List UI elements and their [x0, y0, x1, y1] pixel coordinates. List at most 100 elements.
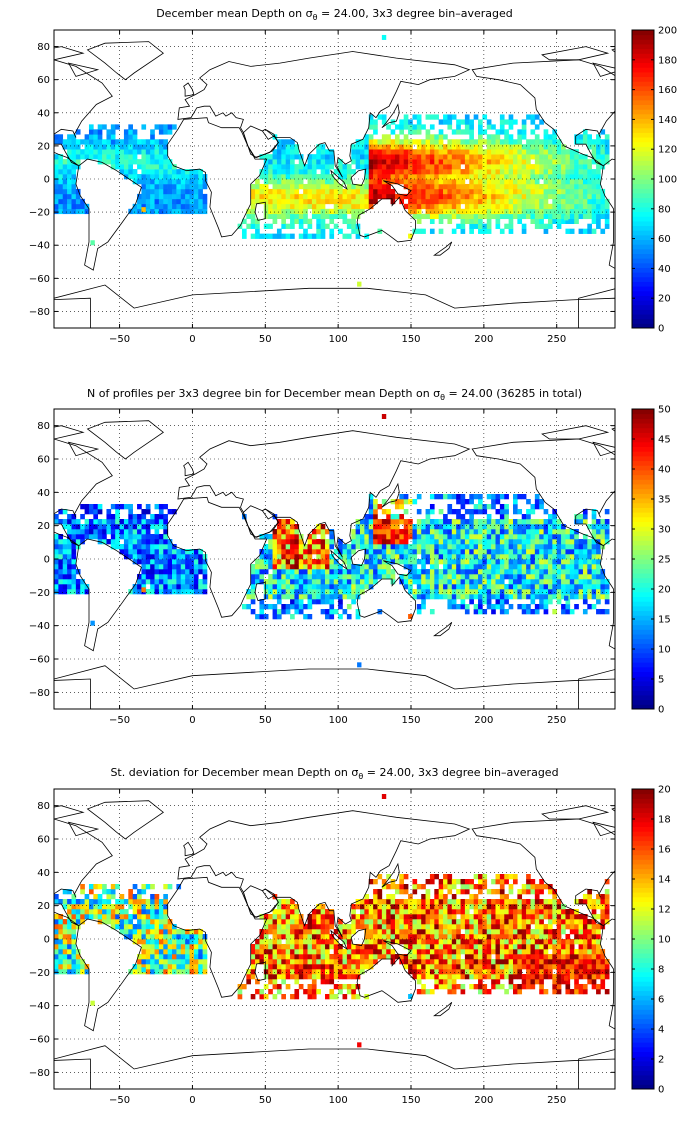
- heatmap-cell: [408, 164, 413, 170]
- heatmap-cell: [281, 144, 286, 150]
- heatmap-cell: [329, 529, 335, 535]
- heatmap-cell: [346, 208, 352, 215]
- heatmap-cell: [333, 939, 339, 945]
- heatmap-cell: [145, 203, 151, 210]
- heatmap-cell: [342, 179, 348, 185]
- heatmap-cell: [508, 589, 514, 595]
- heatmap-cell: [338, 989, 343, 995]
- heatmap-cell: [552, 549, 558, 555]
- heatmap-cell: [421, 188, 426, 195]
- colorbar-segment: [632, 225, 654, 231]
- heatmap-cell: [429, 569, 435, 575]
- heatmap-cell: [128, 144, 133, 150]
- heatmap-cell: [58, 899, 64, 905]
- heatmap-cell: [429, 494, 435, 500]
- heatmap-cell: [158, 959, 164, 965]
- heatmap-cell: [495, 149, 501, 155]
- heatmap-cell: [587, 223, 592, 229]
- heatmap-cell: [495, 193, 501, 200]
- heatmap-cell: [62, 904, 68, 910]
- heatmap-cell: [290, 604, 295, 610]
- heatmap-cell: [176, 559, 182, 565]
- heatmap-cell: [578, 514, 584, 520]
- heatmap-cell: [386, 169, 391, 175]
- heatmap-cell: [416, 569, 422, 575]
- heatmap-cell: [394, 139, 400, 145]
- heatmap-cell: [434, 534, 439, 540]
- heatmap-cell: [145, 939, 151, 945]
- heatmap-cell: [381, 544, 387, 550]
- heatmap-cell: [534, 499, 540, 505]
- heatmap-cell: [294, 203, 300, 210]
- heatmap-cell: [416, 974, 422, 980]
- heatmap-cell: [486, 134, 492, 140]
- heatmap-cell: [596, 594, 601, 600]
- heatmap-cell: [561, 609, 566, 615]
- heatmap-cell: [443, 213, 448, 220]
- heatmap-cell: [71, 169, 77, 175]
- heatmap-cell: [325, 614, 330, 620]
- heatmap-cell: [495, 188, 501, 195]
- heatmap-cell: [67, 959, 72, 965]
- heatmap-cell: [443, 589, 448, 595]
- heatmap-cell: [71, 519, 77, 525]
- heatmap-cell: [543, 208, 549, 215]
- heatmap-cell: [307, 544, 313, 550]
- heatmap-cell: [386, 159, 391, 165]
- heatmap-cell: [303, 929, 308, 935]
- heatmap-cell: [416, 198, 422, 205]
- heatmap-cell: [478, 599, 483, 605]
- heatmap-cell: [316, 554, 321, 560]
- heatmap-cell: [596, 569, 601, 575]
- heatmap-cell: [373, 119, 378, 125]
- heatmap-cell: [552, 139, 558, 145]
- heatmap-cell: [202, 559, 208, 565]
- heatmap-cell: [373, 193, 378, 200]
- x-tick-label: 150: [401, 334, 420, 345]
- heatmap-cell: [408, 559, 413, 565]
- colorbar-segment: [632, 484, 654, 490]
- heatmap-cell: [141, 159, 147, 165]
- heatmap-cell: [132, 139, 138, 145]
- heatmap-cell: [569, 208, 575, 215]
- heatmap-cell: [464, 584, 470, 590]
- heatmap-cell: [534, 124, 540, 130]
- heatmap-cell: [316, 218, 321, 224]
- heatmap-cell: [373, 959, 378, 965]
- heatmap-cell: [259, 174, 265, 180]
- heatmap-cell: [543, 203, 549, 210]
- heatmap-cell: [119, 149, 125, 155]
- heatmap-cell: [364, 134, 370, 140]
- heatmap-cell: [263, 949, 269, 955]
- heatmap-cell: [421, 203, 426, 210]
- heatmap-cell: [255, 223, 260, 229]
- heatmap-cell: [93, 509, 99, 515]
- heatmap-cell: [311, 208, 317, 215]
- heatmap-cell: [333, 208, 339, 215]
- heatmap-cell: [368, 144, 374, 150]
- heatmap-cell: [574, 139, 579, 145]
- heatmap-cell: [368, 579, 374, 585]
- heatmap-cell: [154, 964, 160, 970]
- heatmap-cell: [294, 213, 300, 220]
- heatmap-cell: [456, 179, 461, 185]
- heatmap-cell: [539, 203, 544, 210]
- heatmap-cell: [604, 203, 610, 210]
- heatmap-cell: [137, 574, 142, 580]
- colorbar-segment: [632, 267, 654, 273]
- heatmap-cell: [403, 539, 409, 545]
- heatmap-cell: [259, 569, 265, 575]
- heatmap-cell: [587, 164, 592, 170]
- heatmap-cell: [115, 534, 120, 540]
- heatmap-cell: [338, 203, 343, 210]
- heatmap-cell: [574, 218, 579, 224]
- heatmap-cell: [329, 954, 335, 960]
- heatmap-cell: [158, 559, 164, 565]
- heatmap-cell: [54, 924, 59, 930]
- heatmap-cell: [123, 134, 129, 140]
- heatmap-cell: [320, 934, 326, 940]
- heatmap-cell: [399, 164, 405, 170]
- heatmap-cell: [473, 609, 479, 615]
- heatmap-cell: [368, 529, 374, 535]
- heatmap-cell: [84, 509, 90, 515]
